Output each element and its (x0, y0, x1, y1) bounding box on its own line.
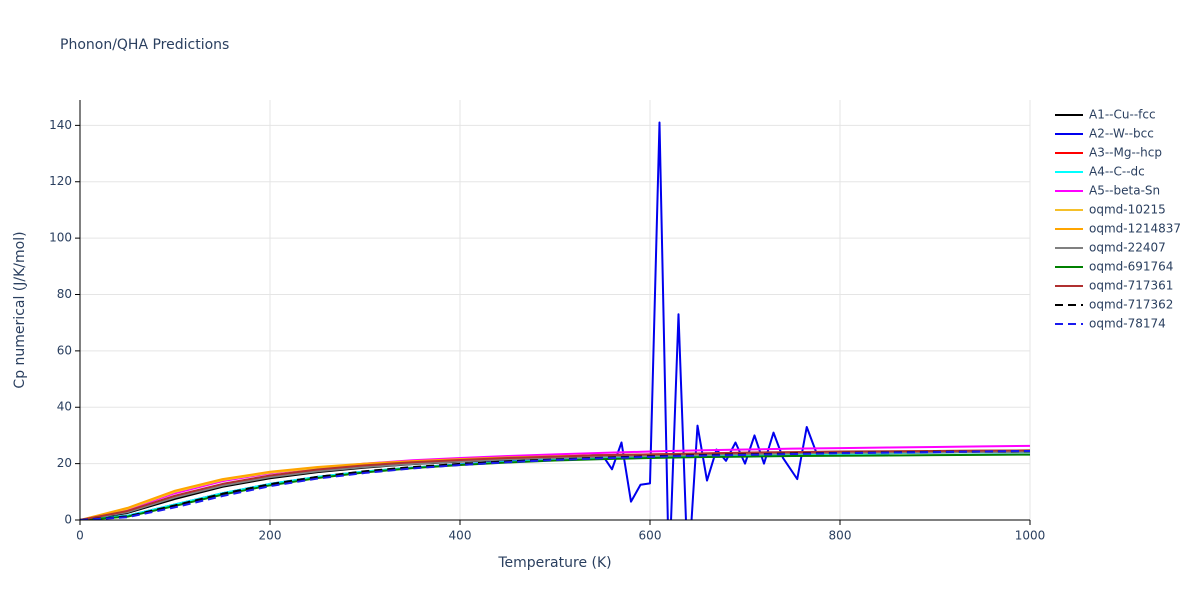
legend-label: oqmd-78174 (1089, 317, 1166, 331)
chart-title: Phonon/QHA Predictions (60, 37, 229, 53)
series-line (80, 449, 1030, 520)
y-tick-label: 100 (49, 231, 72, 245)
series-line (80, 121, 1030, 520)
y-tick-label: 140 (49, 118, 72, 132)
y-tick-label: 0 (64, 513, 72, 527)
x-tick-label: 200 (259, 529, 282, 543)
y-tick-label: 80 (57, 287, 72, 301)
y-tick-label: 60 (57, 343, 72, 357)
legend-label: oqmd-22407 (1089, 241, 1166, 255)
legend-label: A5--beta-Sn (1089, 184, 1160, 198)
legend-label: A1--Cu--fcc (1089, 108, 1156, 122)
legend-label: oqmd-10215 (1089, 203, 1166, 217)
legend-label: A2--W--bcc (1089, 127, 1154, 141)
y-tick-label: 120 (49, 174, 72, 188)
x-axis-title: Temperature (K) (497, 555, 611, 571)
series-line (80, 449, 1030, 520)
y-tick-label: 20 (57, 456, 72, 470)
legend-label: oqmd-1214837 (1089, 222, 1181, 236)
series-line (80, 450, 1030, 520)
x-tick-label: 800 (829, 529, 852, 543)
y-axis-title: Cp numerical (J/K/mol) (12, 231, 28, 388)
legend-label: oqmd-717362 (1089, 298, 1173, 312)
x-tick-label: 600 (639, 529, 662, 543)
legend-label: oqmd-691764 (1089, 260, 1173, 274)
legend: A1--Cu--fcc A2--W--bcc A3--Mg--hcp A4--C--d… (1055, 108, 1181, 331)
x-tick-label: 0 (76, 529, 84, 543)
y-tick-label: 40 (57, 400, 72, 414)
plot-area (80, 121, 1030, 520)
legend-label: A3--Mg--hcp (1089, 146, 1162, 160)
x-tick-label: 400 (449, 529, 472, 543)
legend-label: A4--C--dc (1089, 165, 1145, 179)
x-tick-label: 1000 (1015, 529, 1046, 543)
legend-label: oqmd-717361 (1089, 279, 1173, 293)
